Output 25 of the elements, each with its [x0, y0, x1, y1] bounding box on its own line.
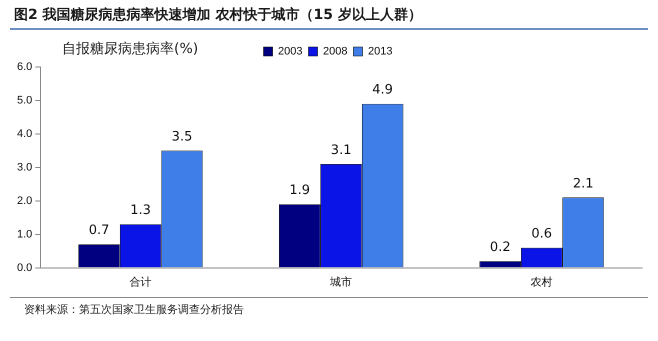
- data-label: 0.7: [88, 223, 110, 238]
- y-tick-label: 3.0: [16, 161, 32, 174]
- text: 资料来源：第五次国家卫生服务调查分析报告: [24, 302, 244, 317]
- legend-label: 2013: [368, 46, 392, 58]
- x-tick-label: 城市: [329, 275, 352, 288]
- y-tick-label: 5.0: [16, 94, 32, 106]
- x-tick-label: 合计: [130, 275, 152, 288]
- data-label: 2.1: [572, 176, 594, 192]
- data-label: 0.2: [490, 240, 511, 255]
- legend-label: 2003: [278, 46, 303, 58]
- y-tick-label: 4.0: [16, 128, 32, 140]
- legend-label: 2008: [323, 46, 348, 58]
- x-tick-label: 农村: [530, 275, 553, 288]
- y-tick-label: 1.0: [16, 228, 32, 240]
- data-label: 1.9: [289, 183, 310, 198]
- chart-title: 图2 我国糖尿病患病率快速增加 农村快于城市（15 岁以上人群）: [14, 6, 422, 24]
- data-label: 1.3: [130, 203, 151, 218]
- data-label: 3.5: [172, 130, 192, 145]
- y-tick-label: 6.0: [16, 61, 32, 74]
- y-tick-label: 0.0: [16, 262, 32, 274]
- data-label: 4.9: [372, 82, 393, 98]
- data-label: 3.1: [330, 142, 352, 158]
- data-label: 0.6: [531, 226, 552, 242]
- y-tick-label: 2.0: [16, 194, 32, 207]
- y-axis-title: 自报糖尿病患病率(%): [62, 40, 198, 58]
